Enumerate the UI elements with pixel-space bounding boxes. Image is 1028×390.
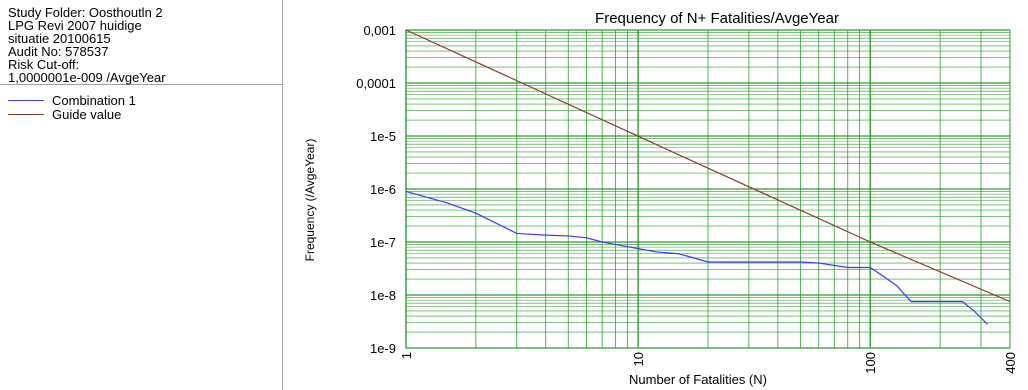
x-tick-label: 400	[1003, 352, 1018, 374]
y-tick-label: 1e-6	[370, 182, 396, 197]
y-tick-label: 0,0001	[356, 76, 396, 91]
study-info-box: Study Folder: Oosthoutln 2 LPG Revi 2007…	[0, 0, 283, 85]
legend: Combination 1 Guide value	[0, 86, 283, 390]
legend-swatch-combination-1	[8, 100, 44, 101]
y-tick-label: 1e-5	[370, 129, 396, 144]
y-tick-label: 1e-9	[370, 341, 396, 356]
study-folder-line: Study Folder: Oosthoutln 2	[8, 5, 163, 20]
series-line-combination-1	[405, 190, 988, 325]
risk-cutoff-value: 1,0000001e-009 /AvgeYear	[8, 70, 166, 85]
y-tick-label: 0,001	[363, 23, 396, 38]
plot-area-border	[405, 29, 1011, 349]
y-axis-label: Frequency (/AvgeYear)	[303, 139, 317, 262]
series-layer	[405, 29, 1011, 325]
x-axis-ticks: 1 10 100 400	[399, 352, 1018, 374]
x-tick-label: 100	[863, 352, 878, 374]
audit-number-line: Audit No: 578537	[8, 44, 109, 59]
chart-grid	[405, 29, 1011, 349]
series-line-guide-value	[405, 29, 1011, 303]
y-tick-label: 1e-8	[370, 288, 396, 303]
left-panel: Study Folder: Oosthoutln 2 LPG Revi 2007…	[0, 0, 283, 390]
legend-label-combination-1: Combination 1	[52, 93, 136, 108]
study-name-line: LPG Revi 2007 huidige	[8, 18, 142, 33]
x-axis-label: Number of Fatalities (N)	[629, 372, 767, 387]
y-tick-label: 1e-7	[370, 235, 396, 250]
study-situation-line: situatie 20100615	[8, 31, 111, 46]
x-tick-label: 1	[399, 352, 414, 359]
legend-label-guide-value: Guide value	[52, 107, 122, 122]
fn-curve-chart: Frequency of N+ Fatalities/AvgeYear 0,00…	[303, 10, 1018, 387]
y-axis-ticks: 0,001 0,0001 1e-5 1e-6 1e-7 1e-8 1e-9	[356, 23, 396, 356]
legend-swatch-guide-value	[8, 114, 44, 115]
x-tick-label: 10	[631, 352, 646, 366]
chart-title: Frequency of N+ Fatalities/AvgeYear	[595, 10, 839, 27]
risk-cutoff-label: Risk Cut-off:	[8, 57, 80, 72]
